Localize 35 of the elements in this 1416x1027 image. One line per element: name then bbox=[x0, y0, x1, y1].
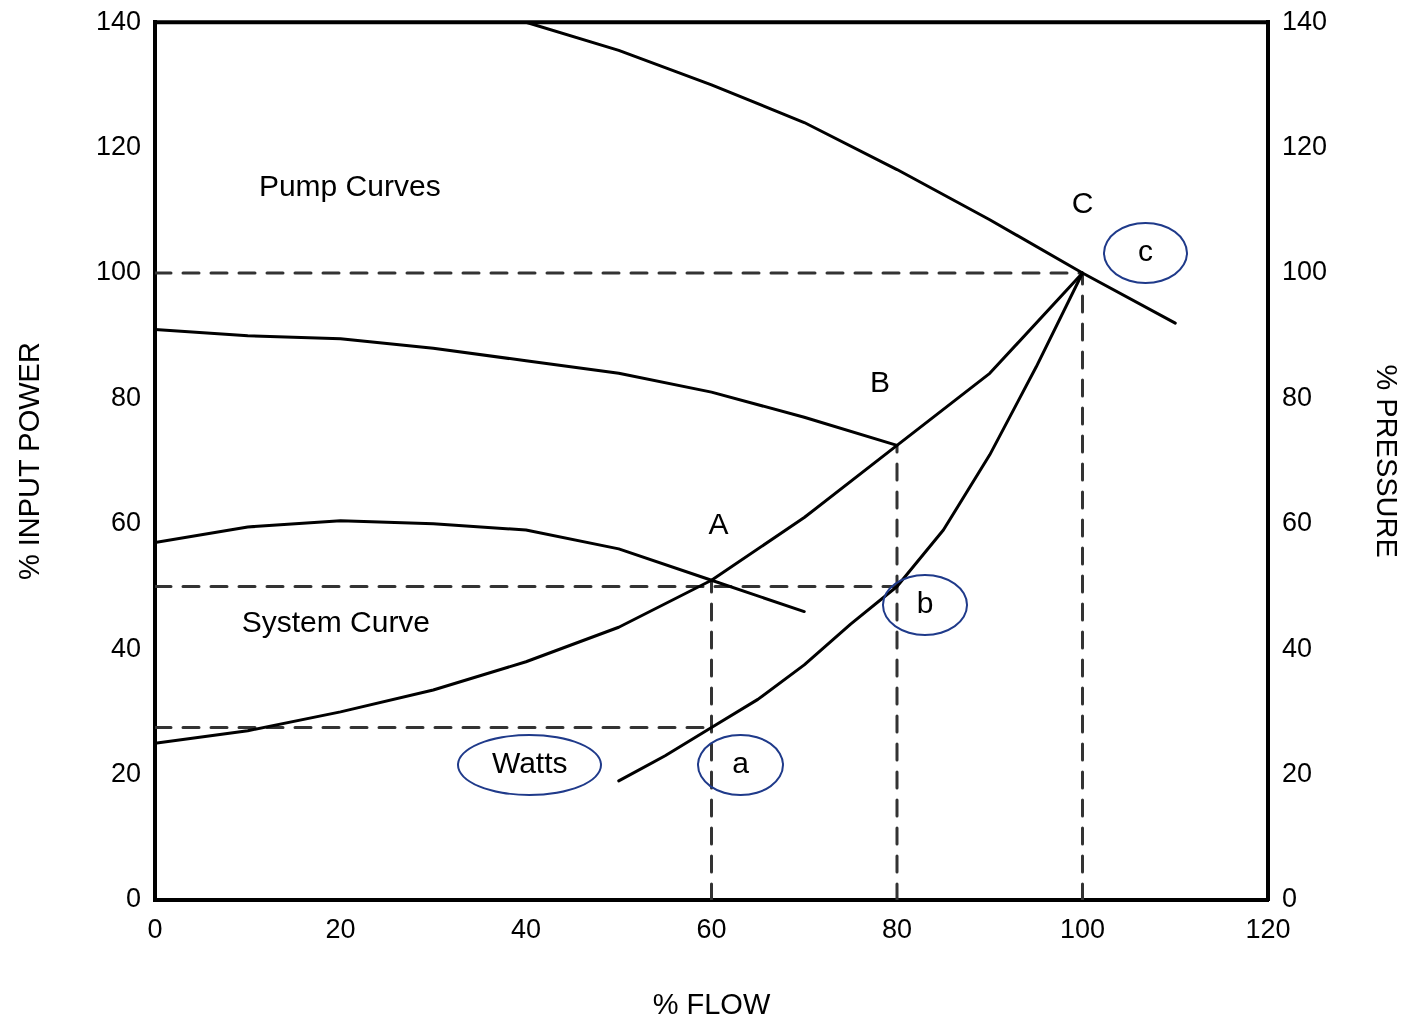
y2-axis-title: % PRESSURE bbox=[1370, 364, 1403, 558]
x-tick-label: 100 bbox=[1059, 913, 1106, 944]
y-tick-label: 80 bbox=[110, 381, 141, 412]
annotation: b bbox=[916, 585, 934, 619]
y2-tick-label: 0 bbox=[1282, 883, 1298, 914]
y2-tick-label: 80 bbox=[1282, 381, 1313, 412]
annotation: Watts bbox=[491, 745, 568, 779]
y-tick-label: 100 bbox=[95, 256, 141, 287]
y2-tick-label: 40 bbox=[1282, 632, 1313, 663]
y-tick-label: 0 bbox=[125, 883, 141, 914]
annotation: C bbox=[1071, 186, 1094, 220]
y-axis-title: % INPUT POWER bbox=[13, 342, 46, 581]
y-tick-label: 120 bbox=[95, 131, 141, 162]
annotation: Pump Curves bbox=[258, 168, 441, 202]
y2-tick-label: 100 bbox=[1282, 256, 1328, 287]
x-axis-title: % FLOW bbox=[652, 987, 771, 1020]
y2-tick-label: 140 bbox=[1282, 5, 1328, 36]
y-tick-label: 60 bbox=[110, 507, 141, 538]
x-tick-label: 40 bbox=[510, 913, 542, 944]
x-tick-label: 20 bbox=[325, 913, 356, 944]
y-tick-label: 40 bbox=[110, 632, 141, 663]
annotation: System Curve bbox=[241, 605, 431, 639]
x-tick-label: 60 bbox=[696, 913, 727, 944]
y-tick-label: 140 bbox=[95, 5, 141, 36]
annotation: a bbox=[732, 745, 750, 779]
annotation: B bbox=[869, 364, 891, 398]
y2-tick-label: 20 bbox=[1282, 758, 1313, 789]
y2-tick-label: 60 bbox=[1282, 507, 1313, 538]
annotation: c bbox=[1138, 234, 1153, 268]
x-tick-label: 120 bbox=[1245, 913, 1291, 944]
y-tick-label: 20 bbox=[110, 758, 141, 789]
y2-tick-label: 120 bbox=[1282, 131, 1328, 162]
x-tick-label: 0 bbox=[147, 913, 163, 944]
annotation: A bbox=[708, 507, 729, 541]
x-tick-label: 80 bbox=[881, 913, 913, 944]
